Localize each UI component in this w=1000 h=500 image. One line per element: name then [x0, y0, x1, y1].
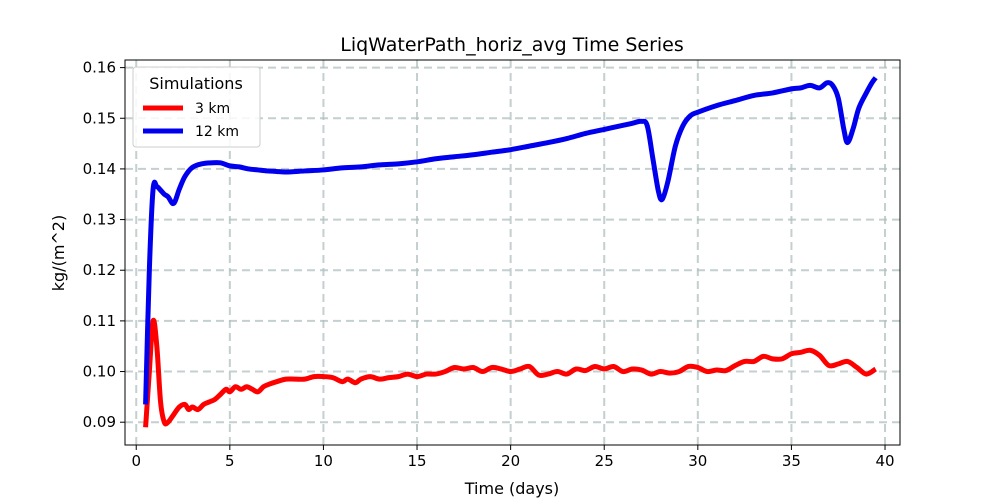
- x-tick-label: 15: [407, 452, 426, 470]
- y-tick-label: 0.10: [83, 363, 116, 381]
- y-tick-label: 0.13: [83, 211, 116, 229]
- series-line-12km: [143, 76, 878, 405]
- legend-label-12km: 12 km: [195, 124, 239, 140]
- legend: Simulations 3 km 12 km: [132, 66, 261, 148]
- legend-title: Simulations: [149, 74, 243, 93]
- x-tick-label: 5: [225, 452, 235, 470]
- x-tick-label: 25: [595, 452, 614, 470]
- x-tick-label: 35: [782, 452, 801, 470]
- y-axis-label: kg/(m^2): [49, 215, 68, 291]
- x-tick-label: 30: [688, 452, 707, 470]
- x-tick-label: 40: [875, 452, 894, 470]
- legend-label-3km: 3 km: [195, 101, 230, 117]
- y-tick-label: 0.11: [83, 312, 116, 330]
- y-tick-label: 0.15: [83, 109, 116, 127]
- x-tick-label: 10: [314, 452, 333, 470]
- x-tick-label: 0: [131, 452, 141, 470]
- x-axis-label: Time (days): [464, 479, 560, 498]
- y-tick-label: 0.14: [83, 160, 116, 178]
- legend-box: [132, 66, 261, 148]
- x-tick-label: 20: [501, 452, 520, 470]
- y-tick-label: 0.12: [83, 261, 116, 279]
- y-tick-label: 0.16: [83, 59, 116, 77]
- series-line-3km: [143, 317, 878, 428]
- chart-title: LiqWaterPath_horiz_avg Time Series: [340, 34, 684, 56]
- y-tick-label: 0.09: [83, 413, 116, 431]
- plot-frame: [124, 59, 901, 446]
- axis-ticks: 0 5 10 15 20 25 30 35 40 0.09 0.10 0.11 0.12 0.13 0.14…: [83, 59, 895, 470]
- series-lines: [143, 76, 878, 428]
